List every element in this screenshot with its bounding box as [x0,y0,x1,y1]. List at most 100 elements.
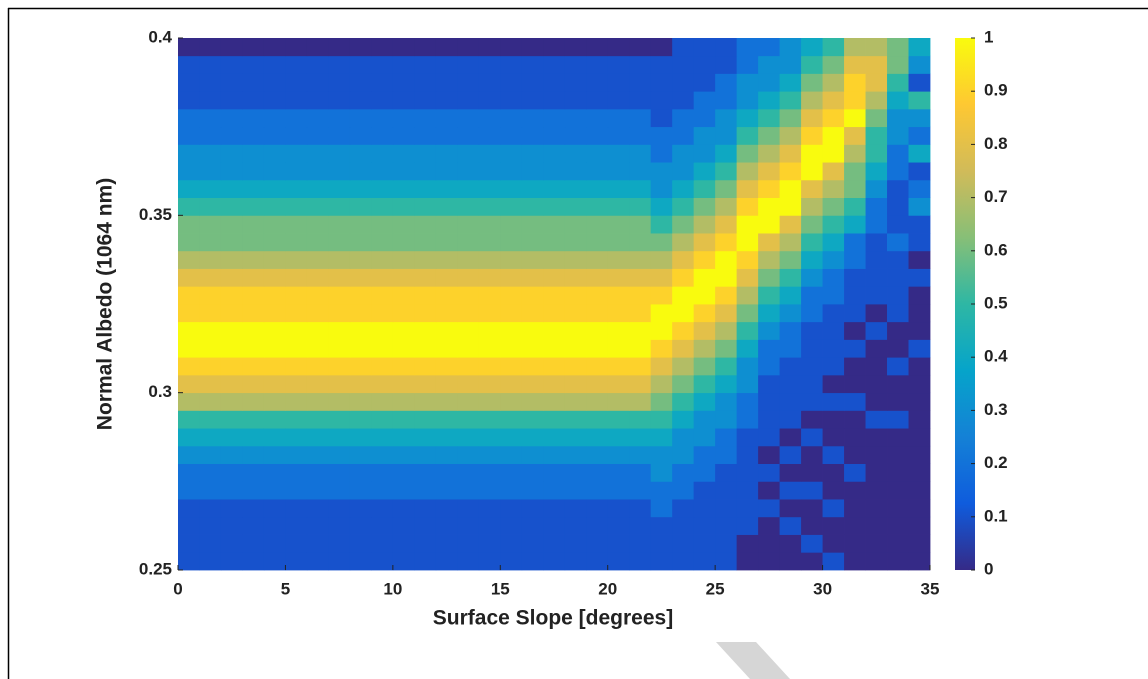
heatmap-cell [457,233,480,252]
heatmap-cell [715,463,738,482]
heatmap-cell [414,286,437,305]
heatmap-cell [285,410,308,429]
heatmap-cell [178,91,200,110]
heatmap-cell [199,339,222,358]
heatmap-cell [736,126,759,145]
heatmap-cell [457,250,480,269]
heatmap-cell [908,410,931,429]
heatmap-cell [715,357,738,376]
heatmap-cell [392,126,415,145]
heatmap-cell [758,38,780,57]
heatmap-cell [822,197,845,216]
heatmap-cell [758,126,780,145]
heatmap-cell [887,126,909,145]
heatmap-cell [457,108,480,128]
heatmap-cell [844,126,866,145]
heatmap-cell [392,38,415,57]
heatmap-cell [844,304,866,323]
heatmap-cell [736,179,759,198]
heatmap-cell [521,268,544,287]
heatmap-cell [715,286,738,305]
heatmap-cell [908,516,931,535]
heatmap-cell [349,339,372,358]
heatmap-cell [285,552,308,571]
heatmap-cell [285,445,308,464]
heatmap-cell [650,126,673,145]
heatmap-cell [392,552,415,571]
y-tick-label: 0.4 [148,27,172,46]
heatmap-cell [564,516,587,535]
heatmap-cell [672,73,695,92]
heatmap-cell [457,215,480,234]
heatmap-cell [263,428,286,447]
heatmap-cell [564,73,587,92]
heatmap-cell [178,108,200,128]
heatmap-cell [844,73,866,92]
heatmap-cell [650,91,673,110]
heatmap-cell [328,108,351,128]
heatmap-cell [801,516,823,535]
heatmap-cell [865,250,888,269]
heatmap-cell [736,250,759,269]
heatmap-cell [650,499,673,518]
heatmap-cell [371,286,394,305]
heatmap-cell [543,108,566,128]
heatmap-cell [500,445,523,464]
heatmap-cell [392,357,415,376]
heatmap-cell [521,233,544,252]
heatmap-cell [242,374,265,394]
heatmap-cell [715,250,738,269]
heatmap-cell [328,55,351,74]
heatmap-cell [629,179,652,198]
heatmap-cell [500,162,523,181]
heatmap-cell [435,339,458,358]
heatmap-cell [285,55,308,74]
colorbar-tick-label: 0 [984,559,993,578]
heatmap-cell [564,268,587,287]
heatmap-cell [242,55,265,74]
heatmap-cell [521,215,544,234]
heatmap-cell [500,55,523,74]
heatmap-cell [242,428,265,447]
heatmap-cell [349,126,372,145]
heatmap-cell [801,91,823,110]
heatmap-cell [629,339,652,358]
heatmap-cell [564,215,587,234]
heatmap-cell [564,233,587,252]
heatmap-cell [908,55,931,74]
heatmap-cell [220,516,243,535]
heatmap-cell [521,144,544,163]
heatmap-cell [414,268,437,287]
heatmap-cell [392,410,415,429]
heatmap-cell [543,516,566,535]
heatmap-cell [521,108,544,128]
heatmap-cell [844,250,866,269]
heatmap-cell [758,286,780,305]
heatmap-cell [392,215,415,234]
heatmap-cell [865,410,888,429]
heatmap-cell [887,357,909,376]
colorbar-tick-label: 0.7 [984,187,1008,206]
heatmap-cell [414,392,437,411]
heatmap-cell [263,410,286,429]
heatmap-cell [220,463,243,482]
heatmap-cell [564,481,587,500]
heatmap-cell [521,304,544,323]
heatmap-cell [220,339,243,358]
heatmap-cell [693,250,716,269]
heatmap-cell [500,516,523,535]
heatmap-cell [414,55,437,74]
heatmap-cell [801,357,823,376]
heatmap-cell [822,179,845,198]
y-tick-label: 0.25 [139,559,172,578]
heatmap-cell [435,144,458,163]
heatmap-cell [887,38,909,57]
heatmap-cell [435,481,458,500]
heatmap-cell [865,286,888,305]
heatmap-cell [543,357,566,376]
heatmap-cell [887,374,909,394]
heatmap-cell [887,179,909,198]
heatmap-cell [263,197,286,216]
heatmap-cell [178,410,200,429]
heatmap-cell [263,392,286,411]
